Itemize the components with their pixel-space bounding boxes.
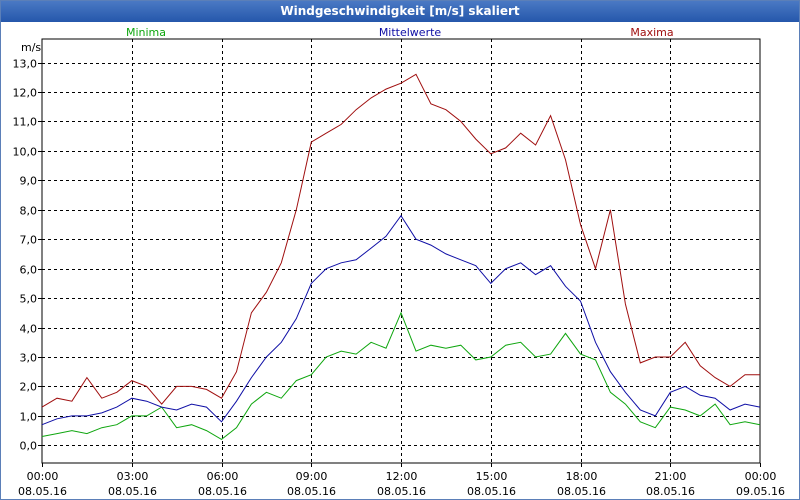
y-tick-label: 10,0: [13, 146, 38, 159]
x-tick-time-label: 00:00: [27, 470, 59, 483]
y-axis-unit-label: m/s: [21, 41, 41, 54]
y-tick-label: 1,0: [20, 411, 38, 424]
window-title: Windgeschwindigkeit [m/s] skaliert: [1, 1, 799, 22]
y-tick-label: 0,0: [20, 440, 38, 453]
x-tick-time-label: 03:00: [117, 470, 149, 483]
x-tick-time-label: 00:00: [745, 470, 777, 483]
y-tick-label: 11,0: [13, 116, 38, 129]
x-tick-date-label: 08.05.16: [377, 485, 426, 498]
x-tick-time-label: 18:00: [566, 470, 598, 483]
grid: [41, 38, 761, 464]
x-tick-time-label: 06:00: [207, 470, 239, 483]
x-tick-date-label: 08.05.16: [18, 485, 67, 498]
y-tick-label: 12,0: [13, 87, 38, 100]
x-tick-time-label: 09:00: [296, 470, 328, 483]
y-tick-label: 8,0: [20, 205, 38, 218]
legend-mittelwerte: Mittelwerte: [379, 26, 442, 39]
legend-minima: Minima: [126, 26, 166, 39]
y-tick-label: 13,0: [13, 58, 38, 71]
x-tick-date-label: 08.05.16: [646, 485, 695, 498]
y-tick-label: 5,0: [20, 293, 38, 306]
legend-maxima: Maxima: [630, 26, 673, 39]
series: [41, 73, 761, 441]
x-tick-date-label: 08.05.16: [108, 485, 157, 498]
x-tick-date-label: 09.05.16: [736, 485, 785, 498]
x-tick-time-label: 15:00: [476, 470, 508, 483]
x-tick-date-label: 08.05.16: [198, 485, 247, 498]
x-tick-date-label: 08.05.16: [467, 485, 516, 498]
y-tick-label: 4,0: [20, 323, 38, 336]
y-tick-label: 3,0: [20, 352, 38, 365]
series-line-mittelwerte: [41, 214, 761, 426]
y-tick-label: 6,0: [20, 264, 38, 277]
x-tick-time-label: 12:00: [386, 470, 418, 483]
axes: 0,0 1,0 2,0 3,0 4,0 5,0 6,0 7,0 8,0 9,0 10,0 11,0 12…: [13, 41, 785, 498]
x-tick-date-label: 08.05.16: [557, 485, 606, 498]
x-tick-date-label: 08.05.16: [287, 485, 336, 498]
x-tick-time-label: 21:00: [655, 470, 687, 483]
legend: Minima Mittelwerte Maxima: [126, 26, 674, 39]
y-tick-label: 7,0: [20, 234, 38, 247]
series-line-maxima: [41, 73, 760, 408]
y-tick-label: 9,0: [20, 175, 38, 188]
y-tick-label: 2,0: [20, 381, 38, 394]
